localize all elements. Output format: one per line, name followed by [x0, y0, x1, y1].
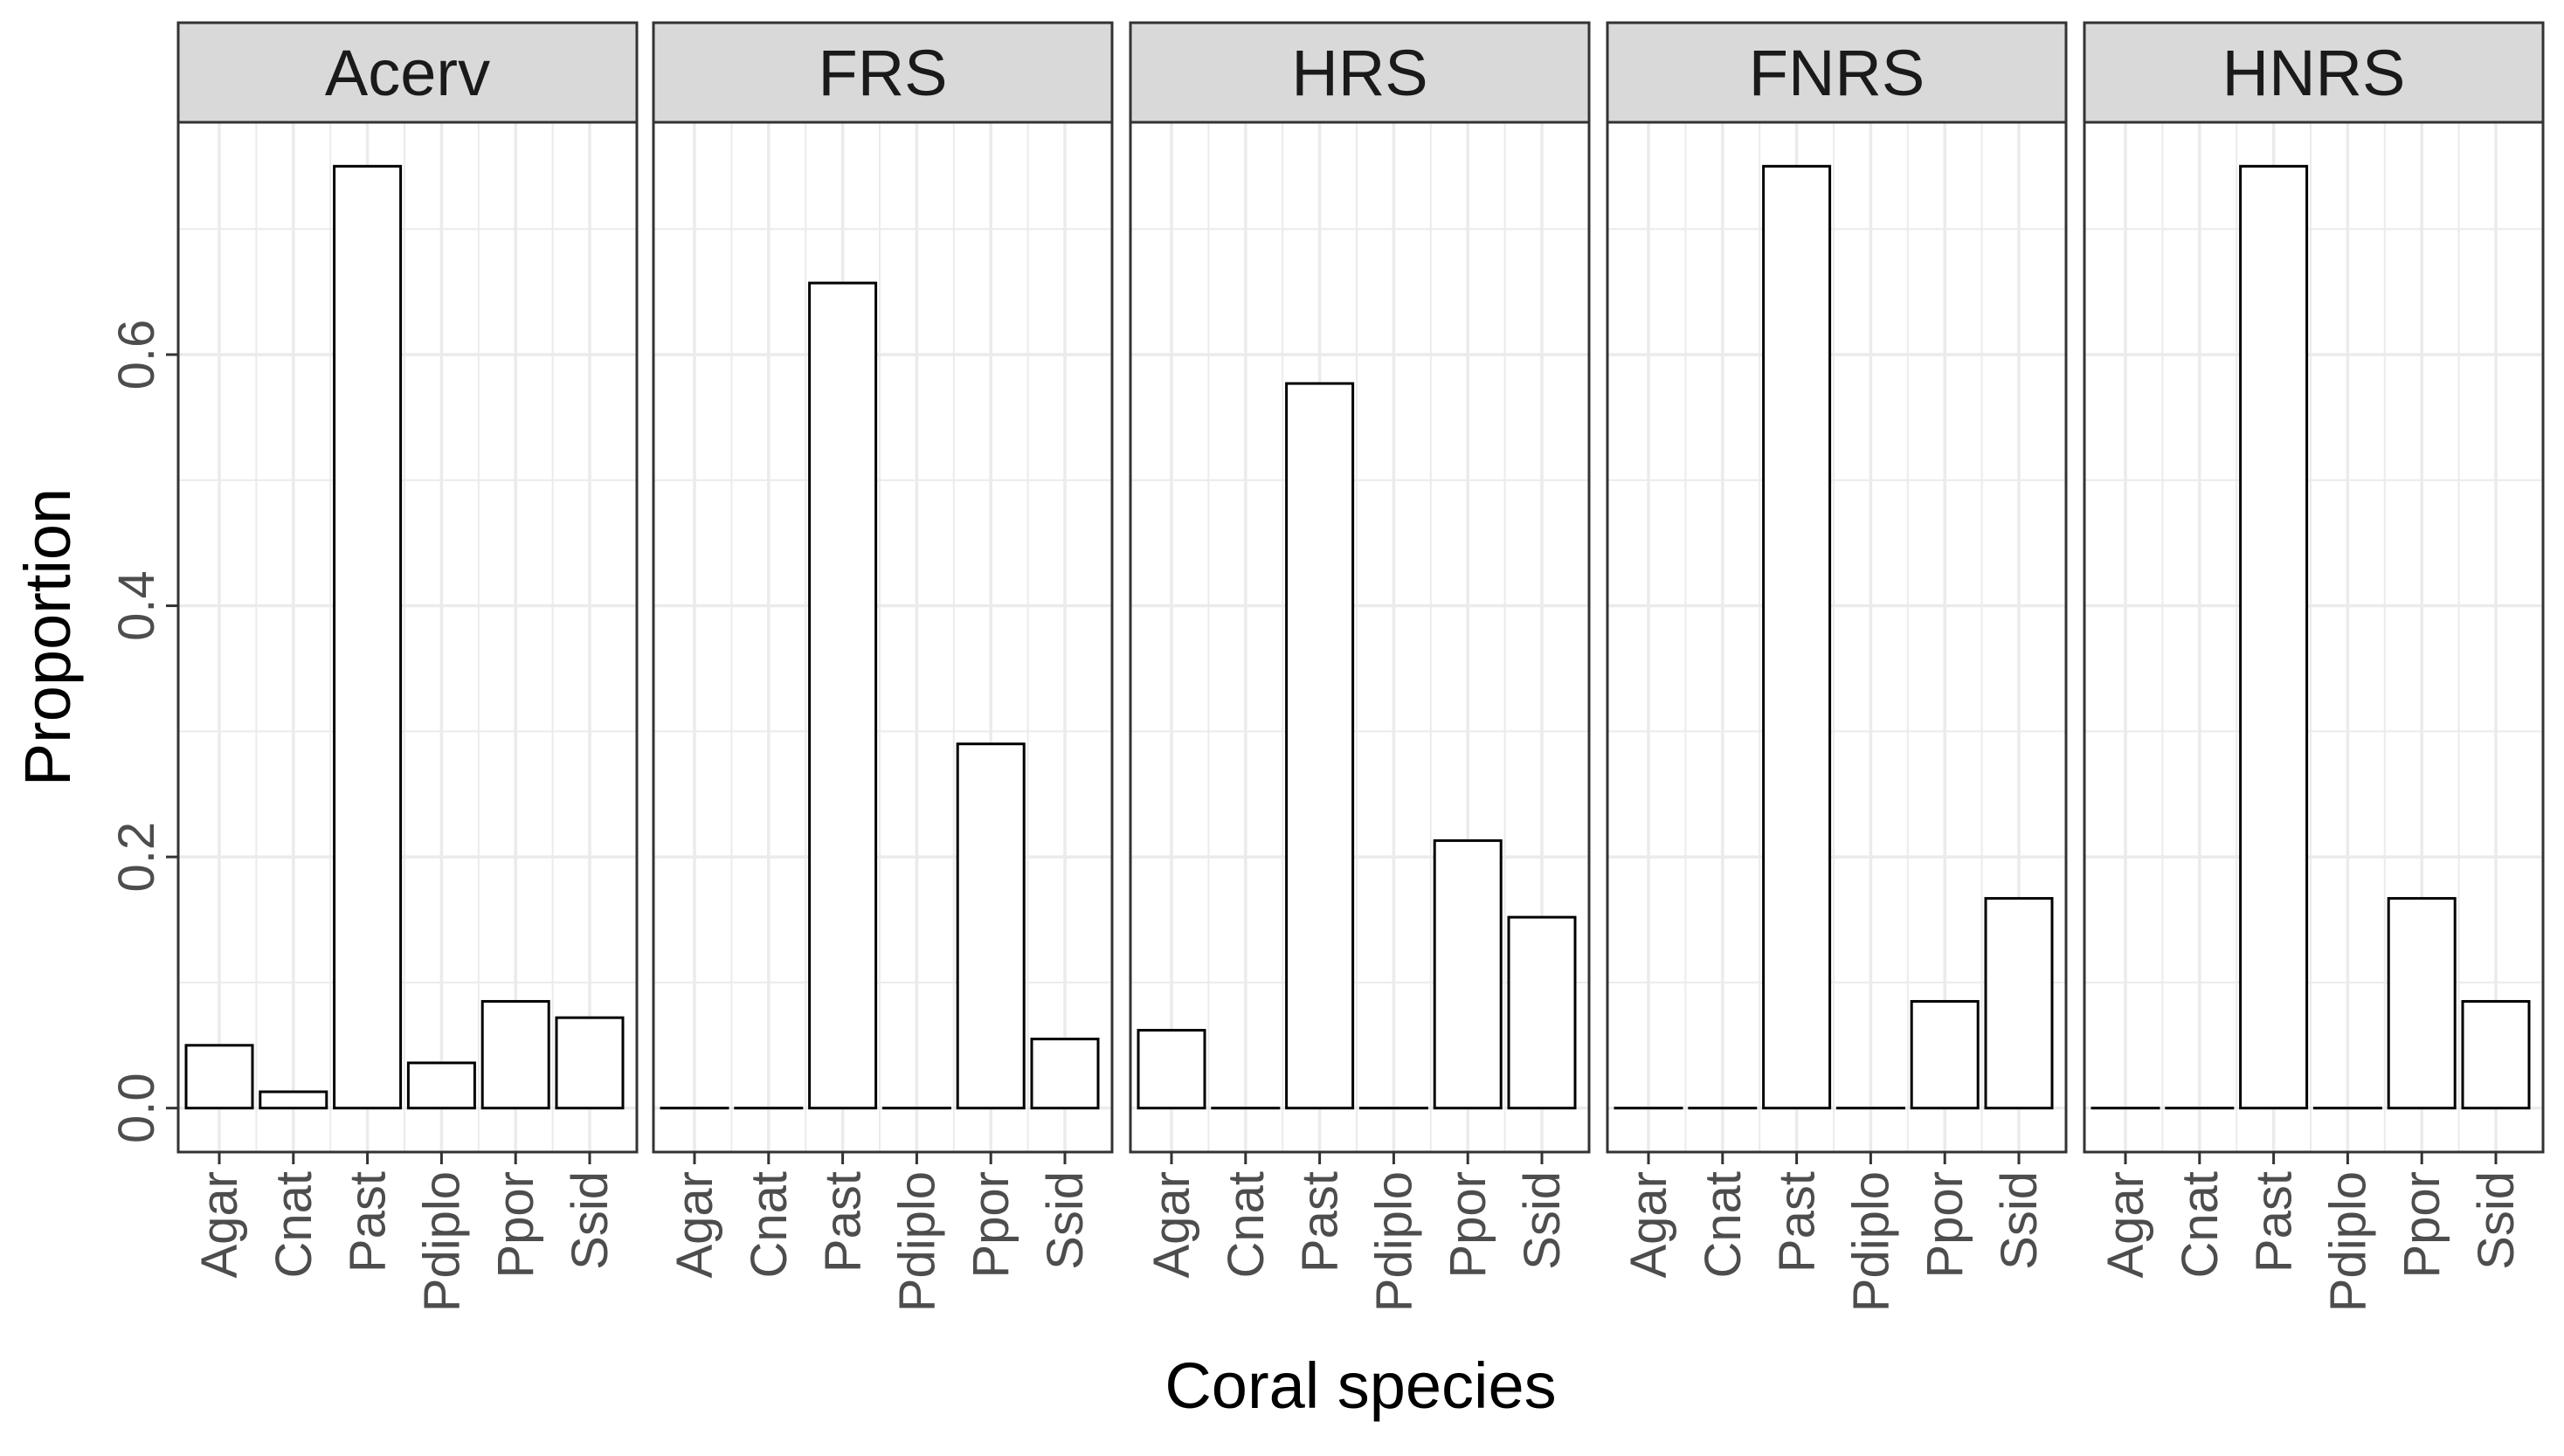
x-tick-label: Pdiplo: [413, 1171, 470, 1312]
facet-title: Acerv: [325, 37, 490, 109]
bar-hnrs-ssid: [2463, 1001, 2529, 1108]
x-tick-label: Ssid: [1514, 1171, 1571, 1270]
y-tick-label: 0.4: [108, 570, 165, 641]
x-tick-label: Ssid: [1037, 1171, 1094, 1270]
facet-title: FNRS: [1749, 37, 1925, 109]
x-tick-label: Cnat: [2172, 1171, 2229, 1279]
panel-border: [2084, 122, 2543, 1152]
facet-title: HRS: [1291, 37, 1427, 109]
bar-fnrs-past: [1764, 166, 1830, 1108]
bar-frs-past: [810, 283, 876, 1108]
bar-hnrs-ppor: [2388, 899, 2455, 1108]
bar-frs-ppor: [957, 744, 1024, 1108]
x-tick-label: Past: [1292, 1171, 1349, 1273]
bar-acerv-pdiplo: [408, 1063, 474, 1108]
x-tick-label: Ppor: [487, 1171, 544, 1279]
bar-acerv-past: [335, 166, 401, 1108]
bar-frs-ssid: [1032, 1039, 1098, 1108]
x-tick-label: Past: [815, 1171, 872, 1273]
x-tick-label: Cnat: [1695, 1171, 1752, 1279]
y-axis-title: Proportion: [11, 488, 84, 786]
x-tick-label: Pdiplo: [1842, 1171, 1899, 1312]
x-tick-label: Past: [2246, 1171, 2303, 1273]
bar-hrs-ppor: [1434, 840, 1501, 1108]
x-tick-label: Pdiplo: [2319, 1171, 2376, 1312]
x-tick-label: Agar: [1621, 1171, 1677, 1279]
x-tick-label: Past: [340, 1171, 397, 1273]
bar-acerv-agar: [186, 1045, 252, 1108]
x-tick-label: Pdiplo: [888, 1171, 945, 1312]
facet-title: FRS: [819, 37, 948, 109]
x-tick-label: Pdiplo: [1365, 1171, 1422, 1312]
x-tick-label: Agar: [1144, 1171, 1200, 1279]
panel-border: [653, 122, 1112, 1152]
panel-border: [178, 122, 637, 1152]
x-tick-label: Ssid: [562, 1171, 619, 1270]
bar-hrs-agar: [1138, 1031, 1205, 1108]
bar-hrs-ssid: [1509, 917, 1575, 1108]
y-tick-label: 0.6: [108, 320, 165, 390]
x-tick-label: Cnat: [741, 1171, 798, 1279]
y-tick-label: 0.2: [108, 822, 165, 893]
y-tick-label: 0.0: [108, 1073, 165, 1143]
bar-hrs-past: [1287, 383, 1353, 1108]
x-tick-label: Ppor: [1917, 1171, 1973, 1279]
bar-fnrs-ssid: [1986, 899, 2052, 1108]
bar-acerv-cnat: [260, 1092, 327, 1108]
x-tick-label: Agar: [2098, 1171, 2154, 1279]
x-axis-title: Coral species: [1165, 1349, 1556, 1422]
facet-title: HNRS: [2222, 37, 2406, 109]
x-tick-label: Ppor: [1440, 1171, 1496, 1279]
x-tick-label: Ppor: [2394, 1171, 2450, 1279]
x-tick-label: Agar: [191, 1171, 248, 1279]
bar-acerv-ppor: [482, 1001, 549, 1108]
x-tick-label: Past: [1769, 1171, 1826, 1273]
x-tick-label: Ppor: [963, 1171, 1019, 1279]
x-tick-label: Cnat: [266, 1171, 322, 1279]
x-tick-label: Ssid: [1991, 1171, 2048, 1270]
bar-acerv-ssid: [556, 1018, 623, 1108]
x-tick-label: Cnat: [1218, 1171, 1275, 1279]
x-tick-label: Ssid: [2468, 1171, 2525, 1270]
x-tick-label: Agar: [667, 1171, 723, 1279]
bar-fnrs-ppor: [1911, 1001, 1978, 1108]
bar-hnrs-past: [2241, 166, 2307, 1108]
